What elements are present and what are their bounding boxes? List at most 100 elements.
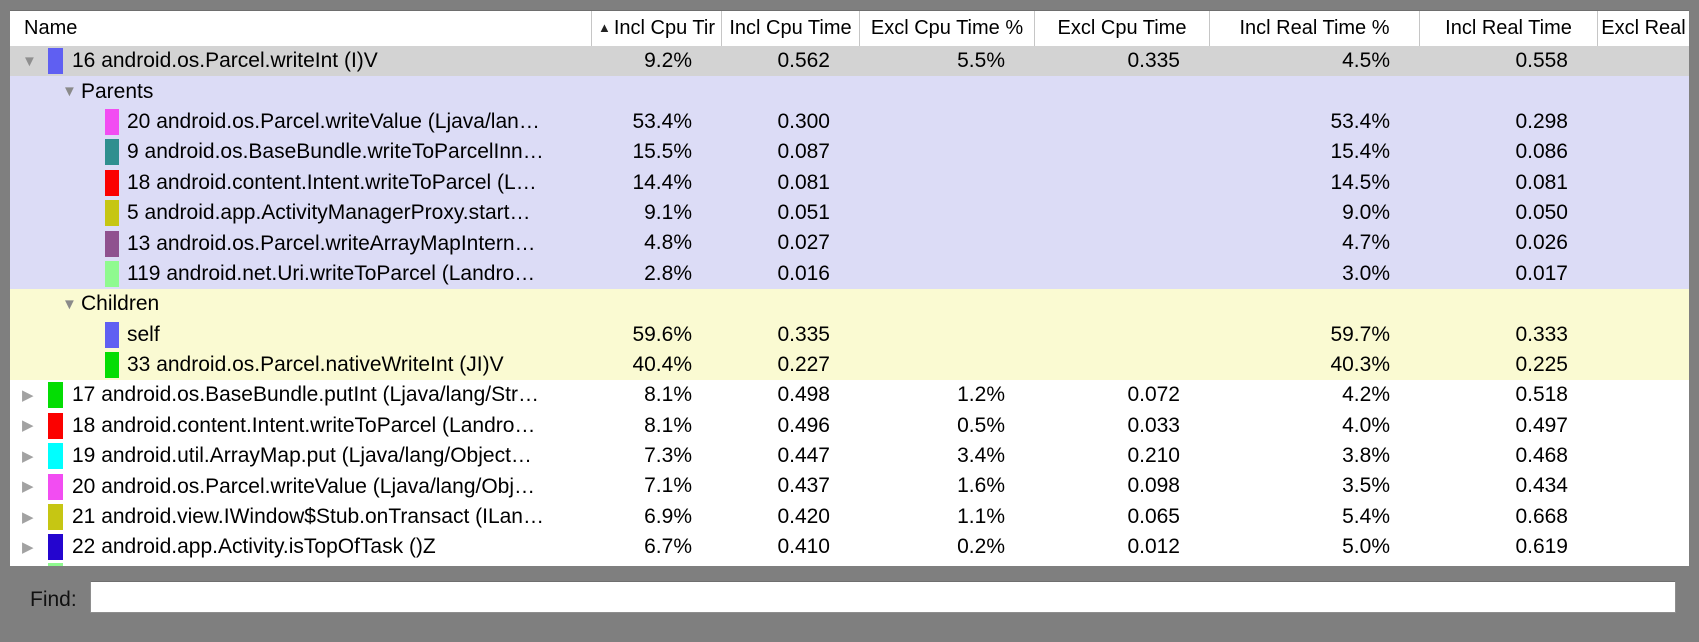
cell-incl-real-time-pct: 4.0% bbox=[1342, 413, 1390, 437]
table-row[interactable]: 9 android.os.BaseBundle.writeToParcelInn… bbox=[10, 137, 1689, 168]
cell-excl-real bbox=[1598, 502, 1689, 532]
row-name-cell: 119 android.net.Uri.writeToParcel (Landr… bbox=[10, 259, 592, 289]
cell-excl-cpu-time-pct: 1.6% bbox=[957, 474, 1005, 498]
table-body: ▼ 16 android.os.Parcel.writeInt (I)V 9.2% 0… bbox=[10, 46, 1689, 563]
cell-incl-real-time-pct: 4.7% bbox=[1342, 231, 1390, 255]
cell-incl-real-time: 0.468 bbox=[1515, 444, 1568, 468]
cell-incl-cpu-time-pct: 4.8% bbox=[644, 231, 692, 255]
cell-incl-cpu-time-pct: 53.4% bbox=[632, 109, 692, 133]
cell-incl-real-time: 0.434 bbox=[1515, 474, 1568, 498]
cell-excl-cpu-time bbox=[1035, 198, 1210, 228]
column-header-name[interactable]: Name bbox=[10, 11, 592, 46]
cell-incl-cpu-time-pct: 2.8% bbox=[644, 261, 692, 285]
expand-triangle-icon[interactable]: ▶ bbox=[22, 508, 34, 526]
cell-excl-cpu-time-pct bbox=[860, 350, 1035, 380]
cell-excl-real bbox=[1598, 411, 1689, 441]
row-label: 20 android.os.Parcel.writeValue (Ljava/l… bbox=[72, 474, 536, 498]
collapse-triangle-icon[interactable]: ▼ bbox=[22, 52, 37, 70]
row-name-cell: ▶ 21 android.view.IWindow$Stub.onTransact… bbox=[10, 502, 592, 532]
table-row[interactable]: ▶ 19 android.util.ArrayMap.put (Ljava/lan… bbox=[10, 441, 1689, 472]
expand-triangle-icon[interactable]: ▶ bbox=[22, 478, 34, 496]
cell-excl-real bbox=[1598, 168, 1689, 198]
color-swatch bbox=[105, 108, 119, 135]
expand-triangle-icon[interactable]: ▶ bbox=[22, 447, 34, 465]
cell-excl-cpu-time-pct: 3.4% bbox=[957, 444, 1005, 468]
column-header-excl-real[interactable]: Excl Real bbox=[1598, 11, 1689, 46]
table-row[interactable]: ▶ 20 android.os.Parcel.writeValue (Ljava/… bbox=[10, 471, 1689, 502]
cell-incl-cpu-time bbox=[722, 289, 860, 319]
table-row[interactable]: 33 android.os.Parcel.nativeWriteInt (JI)… bbox=[10, 349, 1689, 381]
cell-excl-cpu-time: 0.065 bbox=[1127, 504, 1180, 528]
table-row[interactable]: 119 android.net.Uri.writeToParcel (Landr… bbox=[10, 258, 1689, 290]
table-row[interactable]: 13 android.os.Parcel.writeArrayMapIntern… bbox=[10, 228, 1689, 259]
cell-excl-real bbox=[1598, 198, 1689, 228]
cell-incl-real-time-pct: 5.0% bbox=[1342, 535, 1390, 559]
find-input[interactable] bbox=[90, 581, 1676, 613]
column-header-incl-cpu-time-pct[interactable]: ▲ Incl Cpu Tir bbox=[592, 11, 722, 46]
cell-excl-cpu-time-pct: 1.2% bbox=[957, 383, 1005, 407]
cell-incl-real-time: 0.050 bbox=[1515, 200, 1568, 224]
group-row-parents[interactable]: ▼ Parents bbox=[10, 76, 1689, 107]
column-header-label: Incl Cpu Tir bbox=[613, 17, 716, 39]
row-label: self bbox=[127, 322, 160, 346]
row-label: 22 android.app.Activity.isTopOfTask ()Z bbox=[72, 535, 436, 559]
table-row[interactable]: 20 android.os.Parcel.writeValue (Ljava/l… bbox=[10, 106, 1689, 138]
cell-incl-real-time: 0.225 bbox=[1515, 352, 1568, 376]
column-header-incl-real-time-pct[interactable]: Incl Real Time % bbox=[1210, 11, 1420, 46]
row-label: Parents bbox=[81, 79, 154, 103]
cell-incl-cpu-time bbox=[722, 76, 860, 106]
cell-excl-cpu-time-pct bbox=[860, 198, 1035, 228]
cell-excl-cpu-time-pct bbox=[860, 107, 1035, 137]
column-header-excl-cpu-time[interactable]: Excl Cpu Time bbox=[1035, 11, 1210, 46]
cell-incl-cpu-time: 0.081 bbox=[777, 170, 830, 194]
cell-excl-cpu-time bbox=[1035, 137, 1210, 167]
profile-table-panel: Name ▲ Incl Cpu Tir Incl Cpu Time Excl Cpu T… bbox=[10, 10, 1689, 566]
column-header-excl-cpu-time-pct[interactable]: Excl Cpu Time % bbox=[860, 11, 1035, 46]
table-row[interactable]: ▼ 16 android.os.Parcel.writeInt (I)V 9.2% 0… bbox=[10, 46, 1689, 77]
column-header-label: Incl Real Time % bbox=[1239, 17, 1390, 39]
color-swatch bbox=[105, 169, 119, 196]
cell-excl-cpu-time: 0.012 bbox=[1127, 535, 1180, 559]
partial-row bbox=[10, 562, 1689, 566]
cell-excl-real bbox=[1598, 289, 1689, 319]
collapse-triangle-icon[interactable]: ▼ bbox=[62, 83, 77, 101]
table-row[interactable]: 5 android.app.ActivityManagerProxy.start… bbox=[10, 197, 1689, 229]
cell-excl-cpu-time bbox=[1035, 350, 1210, 380]
cell-excl-real bbox=[1598, 76, 1689, 106]
cell-incl-cpu-time: 0.562 bbox=[777, 49, 830, 72]
cell-excl-real bbox=[1598, 46, 1689, 76]
row-label: 18 android.content.Intent.writeToParcel … bbox=[127, 170, 537, 194]
row-name-cell: 13 android.os.Parcel.writeArrayMapIntern… bbox=[10, 228, 592, 258]
table-row[interactable]: self 59.6% 0.335 59.7% 0.333 bbox=[10, 319, 1689, 350]
column-header-label: Excl Real bbox=[1601, 17, 1686, 39]
cell-incl-cpu-time: 0.300 bbox=[777, 109, 830, 133]
cell-incl-real-time-pct: 5.4% bbox=[1342, 504, 1390, 528]
cell-incl-cpu-time: 0.335 bbox=[777, 322, 830, 346]
table-row[interactable]: ▶ 21 android.view.IWindow$Stub.onTransact… bbox=[10, 501, 1689, 533]
cell-incl-real-time: 0.558 bbox=[1515, 49, 1568, 72]
row-name-cell: 20 android.os.Parcel.writeValue (Ljava/l… bbox=[10, 107, 592, 137]
column-header-incl-real-time[interactable]: Incl Real Time bbox=[1420, 11, 1598, 46]
cell-incl-real-time: 0.081 bbox=[1515, 170, 1568, 194]
row-label: 9 android.os.BaseBundle.writeToParcelInn… bbox=[127, 140, 544, 164]
expand-triangle-icon[interactable]: ▶ bbox=[22, 538, 34, 556]
expand-triangle-icon[interactable]: ▶ bbox=[22, 386, 34, 404]
row-label: 20 android.os.Parcel.writeValue (Ljava/l… bbox=[127, 109, 540, 133]
cell-incl-real-time bbox=[1420, 289, 1598, 319]
table-row[interactable]: ▶ 18 android.content.Intent.writeToParcel… bbox=[10, 410, 1689, 442]
row-name-cell: ▶ 19 android.util.ArrayMap.put (Ljava/lan… bbox=[10, 441, 592, 471]
table-row[interactable]: 18 android.content.Intent.writeToParcel … bbox=[10, 167, 1689, 198]
collapse-triangle-icon[interactable]: ▼ bbox=[62, 295, 77, 313]
table-row[interactable]: ▶ 17 android.os.BaseBundle.putInt (Ljava/… bbox=[10, 380, 1689, 411]
row-label: 18 android.content.Intent.writeToParcel … bbox=[72, 413, 536, 437]
column-header-incl-cpu-time[interactable]: Incl Cpu Time bbox=[722, 11, 860, 46]
group-row-children[interactable]: ▼ Children bbox=[10, 289, 1689, 320]
cell-excl-cpu-time-pct: 0.5% bbox=[957, 413, 1005, 437]
table-row[interactable]: ▶ 22 android.app.Activity.isTopOfTask ()Z… bbox=[10, 532, 1689, 563]
color-swatch bbox=[48, 473, 63, 500]
column-header-label: Excl Cpu Time bbox=[1057, 17, 1187, 39]
expand-triangle-icon[interactable]: ▶ bbox=[22, 417, 34, 435]
cell-excl-real bbox=[1598, 441, 1689, 471]
color-swatch bbox=[48, 382, 63, 409]
cell-excl-real bbox=[1598, 532, 1689, 562]
